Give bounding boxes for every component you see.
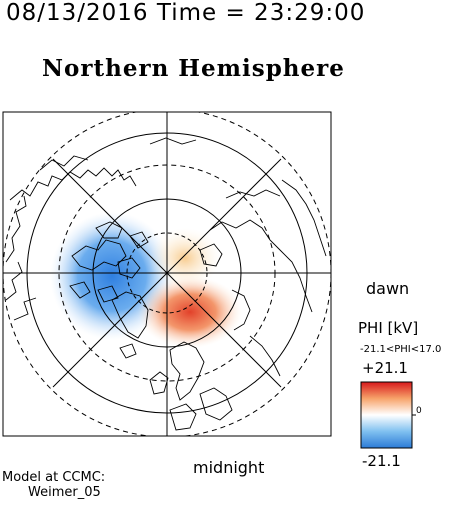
model-credit-line2: Weimer_05 bbox=[28, 485, 101, 500]
hemisphere-title: Northern Hemisphere bbox=[42, 55, 345, 82]
colorbar-title: PHI [kV] bbox=[358, 319, 419, 337]
positive-potential-cell bbox=[138, 276, 242, 348]
timestamp: 08/13/2016 Time = 23:29:00 bbox=[6, 0, 366, 26]
colorbar-max-label: +21.1 bbox=[362, 359, 408, 377]
dawn-label: dawn bbox=[366, 279, 410, 298]
colorbar-min-label: -21.1 bbox=[362, 452, 401, 470]
midnight-label: midnight bbox=[193, 458, 265, 477]
colorbar-range: -21.1<PHI<17.0 bbox=[360, 344, 442, 355]
latitude-circles bbox=[3, 112, 331, 436]
coastlines bbox=[5, 137, 327, 431]
model-credit-line1: Model at CCMC: bbox=[2, 470, 106, 485]
colorbar bbox=[360, 381, 413, 449]
colorbar-zero-label: 0 bbox=[416, 406, 422, 416]
